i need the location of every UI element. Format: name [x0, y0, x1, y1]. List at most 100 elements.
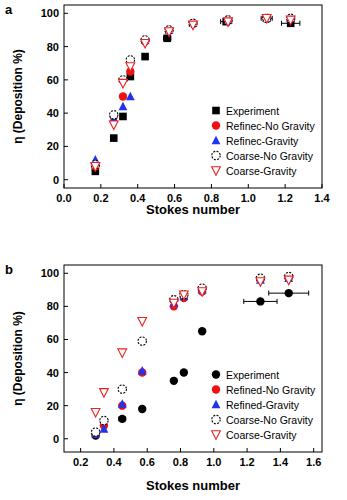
x-tick-label: 1.2 — [277, 192, 292, 204]
x-tick — [211, 184, 212, 188]
y-axis-label: η (Deposition %) — [11, 49, 25, 144]
series — [91, 15, 295, 172]
x-tick-label: 0.2 — [73, 456, 88, 468]
data-point — [286, 16, 295, 25]
y-tick-label: 40 — [47, 107, 59, 119]
data-point — [119, 92, 127, 100]
data-point — [100, 424, 109, 433]
x-tick-label: 1.4 — [314, 192, 330, 204]
data-point — [180, 291, 188, 299]
data-point — [91, 408, 100, 417]
data-point — [118, 385, 126, 393]
series — [91, 272, 292, 436]
data-point — [91, 163, 100, 172]
data-point — [119, 113, 127, 121]
y-tick — [64, 438, 68, 439]
data-point — [138, 405, 146, 413]
x-tick — [180, 448, 181, 452]
y-tick — [64, 179, 68, 180]
y-tick — [64, 372, 68, 373]
x-tick-label: 1.2 — [239, 456, 254, 468]
data-point — [262, 14, 271, 23]
y-tick-label: 20 — [47, 140, 59, 152]
y-tick-label: 80 — [47, 300, 59, 312]
data-point — [198, 287, 206, 295]
data-point — [141, 53, 149, 61]
x-axis-label: Stokes number — [146, 202, 240, 217]
panel: 0.20.40.60.81.01.21.41.6020406080100bSto… — [5, 262, 322, 493]
y-tick-label: 60 — [47, 333, 59, 345]
y-tick-label: 80 — [47, 41, 59, 53]
data-point — [100, 416, 108, 424]
x-tick-label: 1.0 — [206, 456, 221, 468]
data-point — [262, 15, 271, 24]
x-tick — [248, 184, 249, 188]
y-tick — [64, 146, 68, 147]
data-point — [100, 389, 109, 398]
y-tick-label: 0 — [53, 174, 59, 186]
y-tick — [64, 306, 68, 307]
legend-symbol — [212, 107, 220, 115]
x-tick — [280, 448, 281, 452]
series — [91, 14, 295, 170]
data-point — [165, 28, 174, 37]
legend-label: Coarse-Gravity — [226, 165, 297, 177]
data-point — [138, 337, 146, 345]
x-tick — [64, 184, 65, 188]
x-tick — [100, 184, 101, 188]
legend-label: Coarse-No Gravity — [226, 150, 314, 162]
legend: ExperimentRefined-No GravityRefined-Grav… — [212, 369, 316, 441]
x-tick-label: 0.4 — [106, 456, 122, 468]
data-point — [110, 134, 118, 142]
x-tick — [137, 184, 138, 188]
x-tick-label: 1.6 — [306, 456, 321, 468]
data-point — [284, 276, 293, 285]
legend-label: Refinec-No Gravity — [226, 120, 315, 132]
legend-symbol — [212, 385, 220, 393]
x-tick-label: 0.4 — [130, 192, 146, 204]
data-point — [126, 63, 135, 72]
data-point — [118, 399, 127, 408]
x-axis-label: Stokes number — [146, 478, 240, 493]
legend-label: Experiment — [226, 105, 279, 117]
data-point — [110, 111, 118, 119]
y-tick — [64, 273, 68, 274]
y-tick-label: 60 — [47, 74, 59, 86]
data-point — [138, 317, 147, 326]
data-point — [118, 415, 126, 423]
data-point — [189, 21, 198, 30]
legend-label: Refined-No Gravity — [226, 384, 316, 396]
data-point — [126, 92, 135, 101]
x-tick — [322, 184, 323, 188]
x-tick-label: 1.4 — [273, 456, 289, 468]
y-tick-label: 20 — [47, 400, 59, 412]
y-tick — [64, 46, 68, 47]
y-tick-label: 100 — [41, 7, 59, 19]
series — [91, 276, 293, 417]
y-tick — [64, 339, 68, 340]
legend-symbol — [212, 151, 220, 159]
data-point — [263, 14, 271, 22]
x-tick-label: 0.2 — [93, 192, 108, 204]
legend-label: Refined-Gravity — [226, 399, 300, 411]
data-point — [256, 297, 264, 305]
y-tick — [64, 79, 68, 80]
x-tick — [80, 448, 81, 452]
legend: ExperimentRefinec-No GravityRefinec-Grav… — [212, 105, 316, 177]
data-point — [263, 15, 271, 23]
data-point — [285, 289, 293, 297]
data-point — [170, 377, 178, 385]
figure: 0.00.20.40.60.81.01.21.4020406080100aSto… — [0, 0, 347, 500]
y-tick — [64, 113, 68, 114]
x-tick — [247, 448, 248, 452]
x-tick — [313, 448, 314, 452]
legend-symbol — [212, 431, 221, 440]
data-point — [119, 79, 128, 88]
data-point — [169, 298, 178, 307]
data-point — [224, 18, 233, 27]
legend-symbol — [212, 370, 220, 378]
x-tick — [113, 448, 114, 452]
data-point — [180, 368, 188, 376]
y-tick — [64, 13, 68, 14]
y-tick-label: 0 — [53, 433, 59, 445]
